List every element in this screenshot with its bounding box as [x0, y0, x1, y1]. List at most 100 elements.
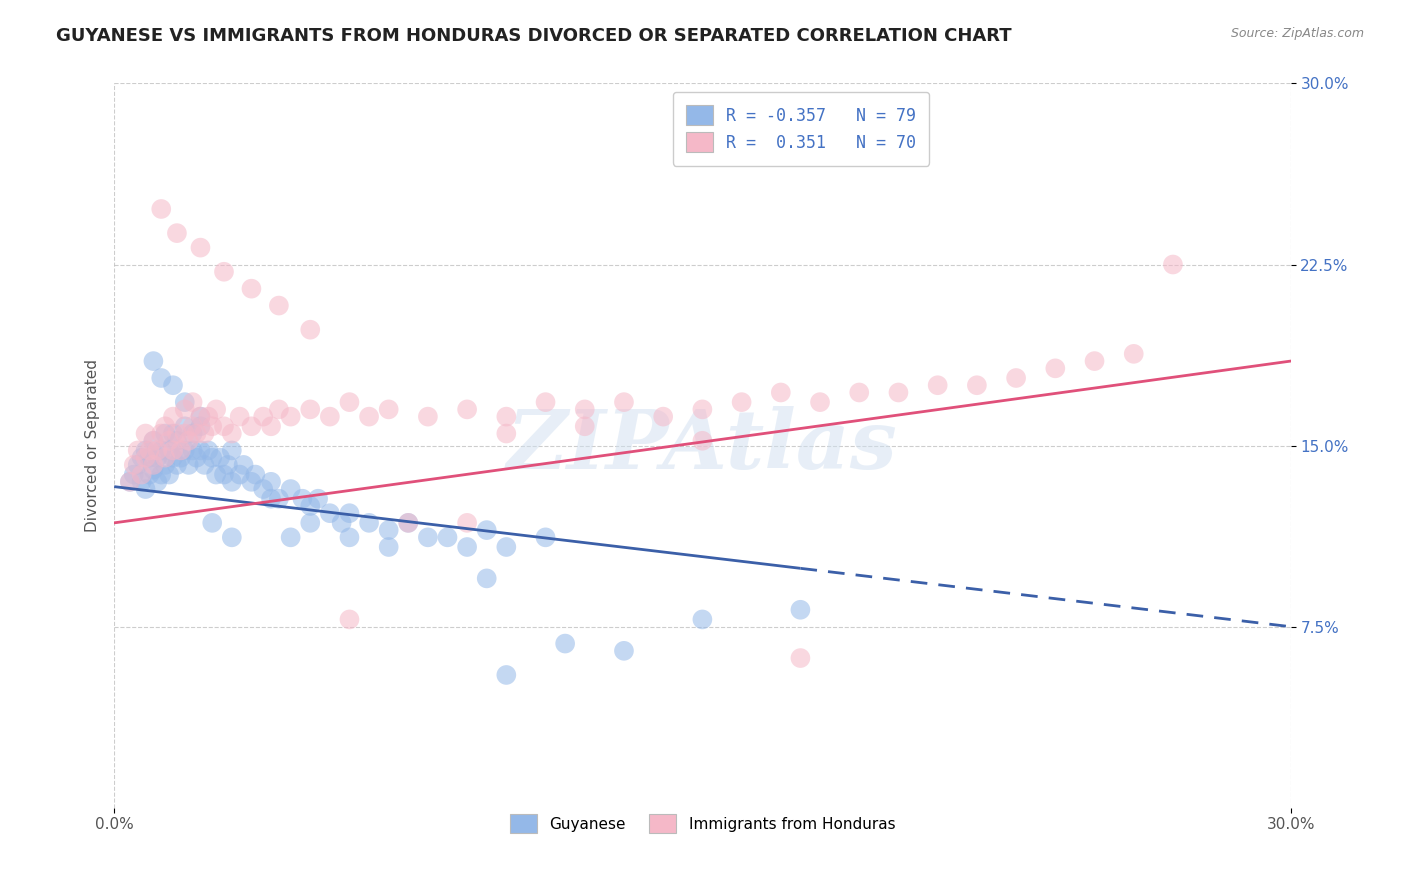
- Point: [221, 426, 243, 441]
- Point: [142, 434, 165, 448]
- Point: [212, 467, 235, 482]
- Point: [396, 516, 419, 530]
- Point: [186, 426, 208, 441]
- Point: [166, 426, 188, 441]
- Point: [217, 458, 239, 472]
- Point: [131, 450, 153, 465]
- Point: [118, 475, 141, 489]
- Point: [153, 458, 176, 472]
- Point: [153, 450, 176, 465]
- Point: [299, 499, 322, 513]
- Point: [574, 419, 596, 434]
- Point: [146, 450, 169, 465]
- Point: [267, 491, 290, 506]
- Point: [142, 434, 165, 448]
- Point: [240, 419, 263, 434]
- Point: [197, 409, 219, 424]
- Point: [122, 458, 145, 472]
- Point: [534, 395, 557, 409]
- Point: [252, 482, 274, 496]
- Point: [299, 402, 322, 417]
- Point: [135, 426, 157, 441]
- Point: [131, 467, 153, 482]
- Point: [142, 354, 165, 368]
- Point: [495, 668, 517, 682]
- Point: [181, 395, 204, 409]
- Point: [260, 491, 283, 506]
- Point: [162, 443, 184, 458]
- Point: [475, 571, 498, 585]
- Point: [232, 458, 254, 472]
- Point: [150, 426, 173, 441]
- Point: [186, 450, 208, 465]
- Point: [193, 426, 215, 441]
- Point: [377, 402, 399, 417]
- Point: [138, 467, 160, 482]
- Point: [201, 516, 224, 530]
- Point: [554, 636, 576, 650]
- Point: [190, 409, 212, 424]
- Point: [162, 378, 184, 392]
- Point: [416, 409, 439, 424]
- Point: [1161, 258, 1184, 272]
- Point: [170, 443, 193, 458]
- Point: [153, 419, 176, 434]
- Point: [260, 419, 283, 434]
- Point: [173, 419, 195, 434]
- Point: [135, 482, 157, 496]
- Text: ZIPAtlas: ZIPAtlas: [508, 406, 898, 485]
- Point: [330, 516, 353, 530]
- Point: [146, 443, 169, 458]
- Point: [240, 475, 263, 489]
- Point: [146, 475, 169, 489]
- Point: [138, 450, 160, 465]
- Point: [966, 378, 988, 392]
- Point: [267, 402, 290, 417]
- Point: [177, 434, 200, 448]
- Point: [190, 419, 212, 434]
- Point: [692, 402, 714, 417]
- Point: [396, 516, 419, 530]
- Point: [280, 530, 302, 544]
- Point: [495, 540, 517, 554]
- Point: [789, 603, 811, 617]
- Point: [228, 409, 250, 424]
- Point: [436, 530, 458, 544]
- Point: [267, 299, 290, 313]
- Point: [197, 443, 219, 458]
- Point: [221, 530, 243, 544]
- Point: [245, 467, 267, 482]
- Point: [157, 443, 180, 458]
- Point: [166, 226, 188, 240]
- Point: [534, 530, 557, 544]
- Text: GUYANESE VS IMMIGRANTS FROM HONDURAS DIVORCED OR SEPARATED CORRELATION CHART: GUYANESE VS IMMIGRANTS FROM HONDURAS DIV…: [56, 27, 1012, 45]
- Point: [240, 282, 263, 296]
- Point: [221, 475, 243, 489]
- Point: [1005, 371, 1028, 385]
- Point: [377, 540, 399, 554]
- Point: [789, 651, 811, 665]
- Point: [190, 409, 212, 424]
- Point: [150, 443, 173, 458]
- Point: [181, 443, 204, 458]
- Point: [574, 402, 596, 417]
- Point: [173, 426, 195, 441]
- Point: [416, 530, 439, 544]
- Point: [190, 443, 212, 458]
- Point: [808, 395, 831, 409]
- Point: [280, 482, 302, 496]
- Point: [127, 458, 149, 472]
- Point: [193, 458, 215, 472]
- Point: [205, 402, 228, 417]
- Point: [150, 202, 173, 216]
- Point: [190, 241, 212, 255]
- Point: [299, 516, 322, 530]
- Point: [692, 434, 714, 448]
- Point: [212, 419, 235, 434]
- Point: [118, 475, 141, 489]
- Point: [131, 475, 153, 489]
- Point: [181, 419, 204, 434]
- Point: [495, 426, 517, 441]
- Point: [475, 523, 498, 537]
- Point: [692, 612, 714, 626]
